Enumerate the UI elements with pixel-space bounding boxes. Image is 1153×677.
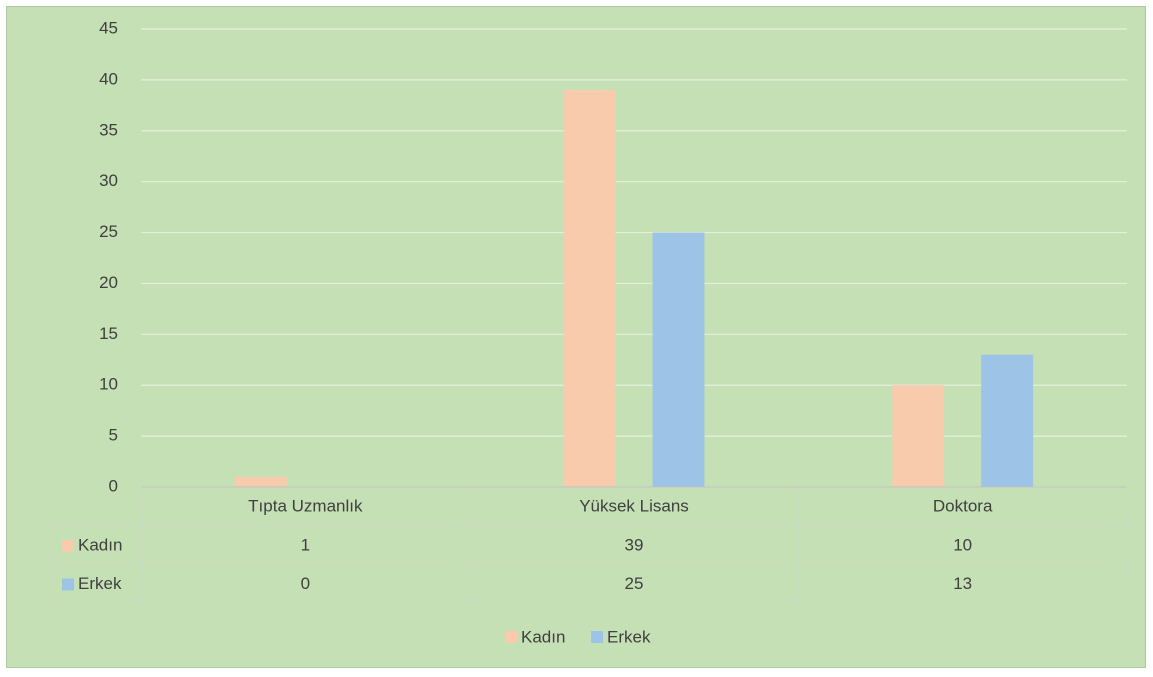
y-tick-label: 35	[99, 120, 118, 139]
table-cell: 1	[301, 535, 310, 554]
legend-label: Kadın	[521, 627, 565, 646]
table-cell: 13	[953, 574, 972, 593]
bar	[892, 385, 945, 487]
y-tick-label: 45	[99, 18, 118, 37]
y-tick-label: 5	[109, 426, 118, 445]
legend-key	[591, 631, 603, 643]
table-cell: 10	[953, 535, 972, 554]
table-cell: 0	[301, 574, 310, 593]
y-tick-label: 25	[99, 222, 118, 241]
x-tick-label: Yüksek Lisans	[579, 496, 689, 515]
y-tick-label: 10	[99, 375, 118, 394]
table-cell: 25	[625, 574, 644, 593]
table-legend-key	[62, 578, 74, 591]
bar	[981, 354, 1034, 487]
legend-key	[505, 631, 517, 643]
table-legend-key	[62, 540, 74, 552]
bar	[652, 232, 705, 487]
y-tick-label: 20	[99, 273, 118, 292]
bar	[563, 90, 616, 488]
y-tick-label: 0	[109, 476, 118, 495]
y-tick-label: 40	[99, 69, 118, 88]
table-series-label: Erkek	[78, 574, 122, 593]
x-tick-label: Tıpta Uzmanlık	[248, 496, 363, 515]
x-tick-label: Doktora	[933, 496, 993, 515]
y-tick-label: 15	[99, 324, 118, 343]
table-cell: 39	[625, 535, 644, 554]
y-tick-label: 30	[99, 171, 118, 190]
table-series-label: Kadın	[78, 535, 122, 554]
legend-label: Erkek	[607, 627, 651, 646]
bar	[234, 476, 287, 487]
